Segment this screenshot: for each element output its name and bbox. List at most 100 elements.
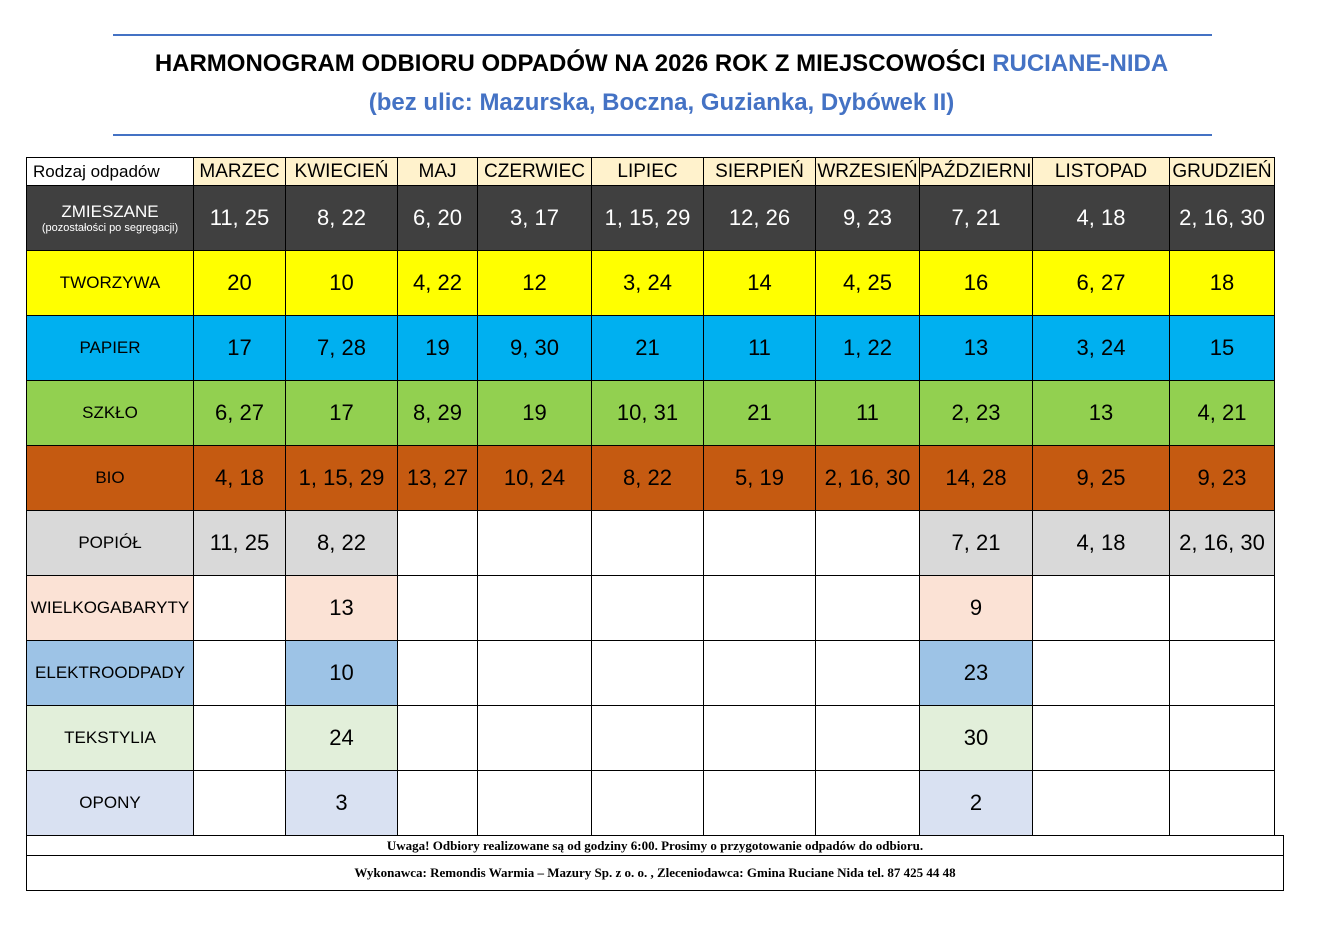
pickup-dates-cell: 4, 22 — [397, 250, 478, 316]
pickup-dates-cell: 2 — [919, 770, 1033, 836]
pickup-dates-cell — [703, 705, 816, 771]
pickup-dates-cell — [591, 705, 704, 771]
month-header: SIERPIEŃ — [703, 157, 816, 186]
pickup-dates-cell: 8, 22 — [285, 185, 398, 251]
pickup-dates-cell: 4, 18 — [1032, 510, 1170, 576]
pickup-dates-cell: 4, 18 — [1032, 185, 1170, 251]
pickup-dates-cell — [193, 575, 286, 641]
pickup-dates-cell: 11, 25 — [193, 185, 286, 251]
waste-type-label: PAPIER — [26, 315, 194, 381]
page-title: HARMONOGRAM ODBIORU ODPADÓW NA 2026 ROK … — [0, 50, 1323, 78]
pickup-dates-cell — [1032, 575, 1170, 641]
waste-type-label: ZMIESZANE (pozostałości po segregacji) — [26, 185, 194, 251]
month-header: LIPIEC — [591, 157, 704, 186]
footer-notice: Uwaga! Odbiory realizowane są od godziny… — [26, 835, 1284, 856]
pickup-dates-cell — [703, 510, 816, 576]
footer-contractor: Wykonawca: Remondis Warmia – Mazury Sp. … — [26, 855, 1284, 891]
pickup-dates-cell — [591, 510, 704, 576]
month-header: WRZESIEŃ — [815, 157, 920, 186]
table-row: POPIÓŁ 11, 25 8, 22 7, 21 4, 18 2, 16, 30 — [26, 510, 1323, 576]
waste-type-name: TWORZYWA — [59, 273, 161, 292]
title-town: RUCIANE-NIDA — [992, 50, 1169, 77]
pickup-dates-cell: 6, 20 — [397, 185, 478, 251]
pickup-dates-cell — [397, 510, 478, 576]
pickup-dates-cell — [815, 510, 920, 576]
table-row: BIO 4, 18 1, 15, 29 13, 27 10, 24 8, 22 5, 19 2… — [26, 445, 1323, 511]
pickup-dates-cell — [1032, 705, 1170, 771]
pickup-dates-cell: 8, 22 — [285, 510, 398, 576]
waste-type-label: BIO — [26, 445, 194, 511]
month-header: KWIECIEŃ — [285, 157, 398, 186]
pickup-dates-cell — [477, 705, 592, 771]
pickup-dates-cell: 7, 28 — [285, 315, 398, 381]
month-header: GRUDZIEŃ — [1169, 157, 1275, 186]
waste-type-sublabel: (pozostałości po segregacji) — [41, 222, 179, 234]
waste-type-name: TEKSTYLIA — [64, 728, 156, 747]
pickup-dates-cell — [591, 575, 704, 641]
pickup-dates-cell — [397, 705, 478, 771]
waste-type-label: SZKŁO — [26, 380, 194, 446]
pickup-dates-cell — [703, 640, 816, 706]
pickup-dates-cell: 30 — [919, 705, 1033, 771]
pickup-dates-cell: 4, 25 — [815, 250, 920, 316]
pickup-dates-cell — [193, 770, 286, 836]
pickup-dates-cell — [815, 705, 920, 771]
pickup-dates-cell: 10, 24 — [477, 445, 592, 511]
pickup-dates-cell: 13, 27 — [397, 445, 478, 511]
pickup-dates-cell: 9, 30 — [477, 315, 592, 381]
table-row: TEKSTYLIA 24 30 — [26, 705, 1323, 771]
waste-type-label: TWORZYWA — [26, 250, 194, 316]
month-header: PAŹDZIERNIK — [919, 157, 1033, 186]
pickup-dates-cell: 13 — [919, 315, 1033, 381]
table-row: TWORZYWA 20 10 4, 22 12 3, 24 14 4, 25 16 6, 27 18 — [26, 250, 1323, 316]
pickup-dates-cell: 3, 17 — [477, 185, 592, 251]
pickup-dates-cell: 3, 24 — [591, 250, 704, 316]
pickup-dates-cell: 21 — [703, 380, 816, 446]
pickup-dates-cell: 11, 25 — [193, 510, 286, 576]
month-header: LISTOPAD — [1032, 157, 1170, 186]
pickup-dates-cell — [591, 640, 704, 706]
pickup-dates-cell: 9, 23 — [815, 185, 920, 251]
pickup-dates-cell — [1169, 770, 1275, 836]
pickup-dates-cell — [477, 640, 592, 706]
waste-type-name: OPONY — [79, 793, 141, 812]
pickup-dates-cell — [477, 770, 592, 836]
waste-type-name: WIELKOGABARYTY — [30, 598, 190, 617]
pickup-dates-cell: 4, 21 — [1169, 380, 1275, 446]
pickup-dates-cell — [397, 640, 478, 706]
pickup-dates-cell — [1032, 770, 1170, 836]
waste-type-name: POPIÓŁ — [78, 533, 142, 552]
pickup-dates-cell — [193, 640, 286, 706]
pickup-dates-cell: 6, 27 — [1032, 250, 1170, 316]
pickup-dates-cell: 5, 19 — [703, 445, 816, 511]
bottom-rule — [113, 134, 1212, 136]
pickup-dates-cell: 7, 21 — [919, 185, 1033, 251]
pickup-dates-cell: 21 — [591, 315, 704, 381]
month-header: CZERWIEC — [477, 157, 592, 186]
pickup-dates-cell: 8, 22 — [591, 445, 704, 511]
pickup-dates-cell: 2, 16, 30 — [1169, 185, 1275, 251]
pickup-dates-cell: 11 — [703, 315, 816, 381]
pickup-dates-cell — [815, 770, 920, 836]
table-row: ELEKTROODPADY 10 23 — [26, 640, 1323, 706]
pickup-dates-cell: 13 — [1032, 380, 1170, 446]
pickup-dates-cell — [477, 575, 592, 641]
waste-type-label: OPONY — [26, 770, 194, 836]
corner-header: Rodzaj odpadów — [26, 157, 194, 186]
pickup-dates-cell — [815, 640, 920, 706]
pickup-dates-cell: 9, 25 — [1032, 445, 1170, 511]
waste-type-name: SZKŁO — [82, 403, 138, 422]
pickup-dates-cell: 12 — [477, 250, 592, 316]
pickup-dates-cell: 17 — [285, 380, 398, 446]
pickup-dates-cell — [477, 510, 592, 576]
pickup-dates-cell: 6, 27 — [193, 380, 286, 446]
pickup-dates-cell — [591, 770, 704, 836]
waste-type-label: ELEKTROODPADY — [26, 640, 194, 706]
month-header: MARZEC — [193, 157, 286, 186]
pickup-dates-cell: 10 — [285, 640, 398, 706]
pickup-dates-cell: 2, 16, 30 — [815, 445, 920, 511]
pickup-dates-cell: 8, 29 — [397, 380, 478, 446]
pickup-dates-cell: 20 — [193, 250, 286, 316]
pickup-dates-cell — [703, 770, 816, 836]
waste-type-label: POPIÓŁ — [26, 510, 194, 576]
